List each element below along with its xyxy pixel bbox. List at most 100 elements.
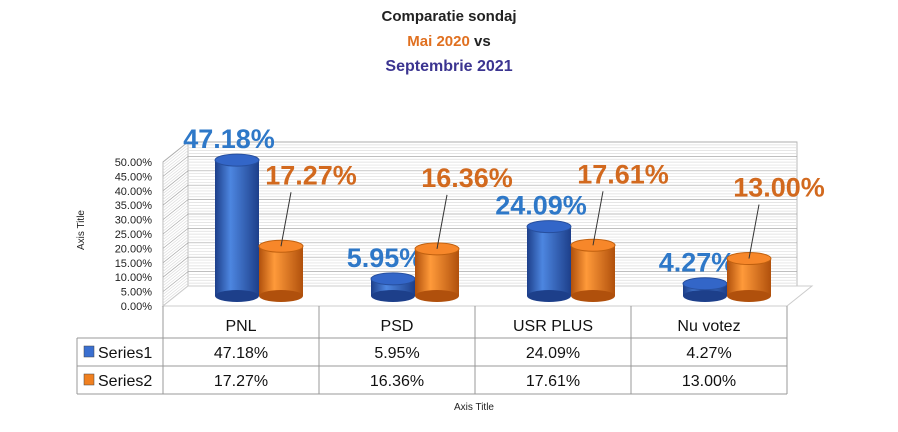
side-gridline (162, 176, 189, 197)
bar-base (727, 290, 771, 302)
side-gridline (162, 205, 189, 226)
bar-series1 (215, 160, 259, 296)
side-gridline (162, 262, 189, 284)
bar-series2 (571, 245, 615, 296)
side-gridline (162, 153, 189, 174)
bar-series2 (415, 248, 459, 296)
side-gridline (162, 196, 189, 217)
bar-base (371, 290, 415, 302)
side-gridline (162, 282, 189, 304)
bar-series2 (259, 246, 303, 296)
title-may-2020: Mai 2020 (407, 33, 470, 50)
bar-base (527, 290, 571, 302)
side-gridline (162, 207, 189, 229)
y-tick-label: 25.00% (115, 229, 153, 241)
data-label: 5.95% (347, 243, 424, 273)
y-tick-label: 40.00% (115, 186, 153, 198)
table-cell: 17.61% (526, 373, 580, 390)
bar-top (370, 272, 416, 286)
side-gridline (162, 222, 189, 243)
side-gridline (162, 187, 189, 209)
y-axis-title: Axis Title (76, 210, 87, 250)
side-gridline (162, 179, 189, 200)
table-cell: 5.95% (374, 345, 419, 362)
y-tick-label: 20.00% (115, 243, 153, 255)
side-gridline (162, 164, 189, 186)
table-cell: 24.09% (526, 345, 580, 362)
leader-line (748, 204, 760, 259)
side-gridline (162, 251, 189, 272)
side-gridline (162, 242, 189, 264)
side-gridline (162, 274, 189, 295)
side-gridline (162, 167, 189, 189)
x-axis-title: Axis Title (454, 402, 494, 413)
chart-title-line1: Comparatie sondaj (381, 8, 517, 25)
side-gridline (162, 231, 189, 252)
bar-base (415, 290, 459, 302)
side-gridline (162, 150, 189, 171)
y-tick-label: 35.00% (115, 200, 153, 212)
side-gridline (162, 193, 189, 215)
side-gridline (162, 182, 189, 203)
side-gridline (162, 141, 189, 163)
y-tick-label: 15.00% (115, 258, 153, 270)
side-gridline (162, 199, 189, 220)
chart-title-line2: Mai 2020 vs (0, 33, 898, 50)
bar-series1 (527, 226, 571, 296)
legend-key-series2 (83, 373, 95, 386)
bar-top (214, 153, 260, 167)
floor (161, 285, 814, 307)
data-label: 17.27% (265, 160, 357, 190)
bar-top (682, 277, 728, 291)
title-vs: vs (469, 33, 491, 50)
side-gridline (162, 170, 189, 192)
table-cell: 4.27% (686, 345, 731, 362)
side-gridline (162, 228, 189, 249)
table-cell: 13.00% (682, 373, 736, 390)
y-tick-label: 0.00% (121, 301, 152, 313)
side-gridline (162, 173, 189, 194)
y-tick-label: 45.00% (115, 171, 153, 183)
y-tick-label: 10.00% (115, 272, 153, 284)
data-label: 4.27% (659, 248, 736, 278)
bar-base (683, 290, 727, 302)
bar-base (259, 290, 303, 302)
side-gridline (162, 265, 189, 287)
side-gridline (162, 216, 189, 238)
side-gridline (162, 184, 189, 206)
data-label: 47.18% (183, 124, 275, 154)
leader-line (592, 191, 604, 246)
y-tick-label: 50.00% (115, 157, 153, 169)
bar-top (526, 220, 572, 234)
data-label: 24.09% (495, 191, 587, 221)
side-gridline (162, 277, 189, 298)
side-gridline (162, 202, 189, 223)
side-gridline (162, 271, 189, 292)
y-tick-label: 5.00% (121, 287, 152, 299)
bar-base (571, 290, 615, 302)
side-gridline (162, 190, 189, 212)
side-gridline (162, 256, 189, 278)
side-gridline (162, 161, 189, 183)
side-gridline (162, 159, 189, 180)
leader-line (280, 192, 292, 247)
table-cell: 17.27% (214, 373, 268, 390)
side-gridline (162, 213, 189, 235)
side-gridline (162, 144, 189, 166)
side-gridline (162, 210, 189, 232)
category-label: PNL (225, 318, 256, 335)
table-cell: 47.18% (214, 345, 268, 362)
side-gridline (162, 156, 189, 177)
side-gridline (162, 236, 189, 258)
legend-key-series1 (83, 345, 95, 358)
leader-line (436, 194, 448, 249)
side-gridline (162, 219, 189, 241)
data-label: 17.61% (577, 159, 669, 189)
legend-label: Series1 (98, 345, 152, 362)
side-gridline (162, 245, 189, 266)
table-cell: 16.36% (370, 373, 424, 390)
side-gridline (162, 279, 189, 301)
side-gridline (162, 239, 189, 261)
